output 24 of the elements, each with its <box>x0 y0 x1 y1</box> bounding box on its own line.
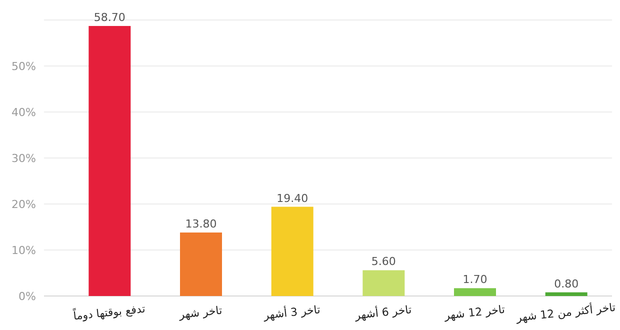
x-tick-label: تاخر أكثر من 12 شهر <box>514 300 616 324</box>
x-tick-label: تاخر 12 شهر <box>442 302 506 322</box>
y-tick-label: 0% <box>18 290 36 303</box>
bar <box>180 232 222 296</box>
data-label: 19.40 <box>276 192 308 205</box>
x-tick-label: تاخر شهر <box>178 304 223 322</box>
data-label: 13.80 <box>185 218 217 231</box>
y-tick-label: 40% <box>12 106 36 119</box>
x-tick-label: تاخر 6 أشهر <box>353 302 412 322</box>
data-label: 1.70 <box>462 273 488 286</box>
data-label: 0.80 <box>554 277 579 290</box>
y-tick-label: 30% <box>12 152 36 165</box>
y-tick-label: 10% <box>12 244 36 257</box>
data-label: 58.70 <box>94 10 126 24</box>
y-tick-label: 20% <box>12 198 36 211</box>
bar <box>362 270 405 296</box>
bar <box>88 26 131 296</box>
y-tick-label: 50% <box>12 60 36 73</box>
bar <box>545 292 588 296</box>
bar <box>271 206 314 296</box>
x-tick-label: تاخر 3 أشهر <box>262 302 321 322</box>
bar <box>454 288 496 296</box>
data-label: 5.60 <box>371 255 396 268</box>
x-tick-label: تدفع بوقتها دوماً <box>72 300 146 323</box>
